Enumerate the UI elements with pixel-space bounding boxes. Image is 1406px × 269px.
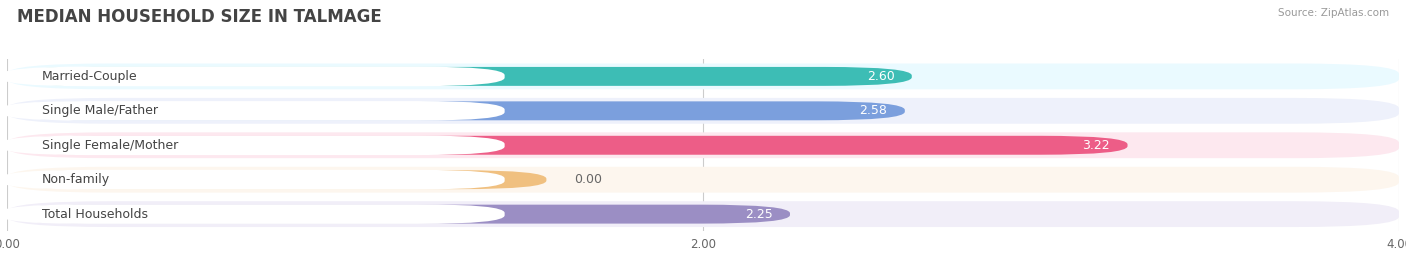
Text: 3.22: 3.22 <box>1083 139 1111 152</box>
Text: 2.60: 2.60 <box>866 70 894 83</box>
FancyBboxPatch shape <box>0 204 505 224</box>
FancyBboxPatch shape <box>7 63 1399 89</box>
FancyBboxPatch shape <box>7 170 547 189</box>
FancyBboxPatch shape <box>7 101 905 120</box>
FancyBboxPatch shape <box>7 167 1399 193</box>
Text: 2.58: 2.58 <box>859 104 887 117</box>
FancyBboxPatch shape <box>7 136 1128 155</box>
FancyBboxPatch shape <box>7 201 1399 227</box>
FancyBboxPatch shape <box>7 67 912 86</box>
FancyBboxPatch shape <box>0 136 505 155</box>
Text: Single Female/Mother: Single Female/Mother <box>42 139 179 152</box>
Text: 0.00: 0.00 <box>574 173 602 186</box>
FancyBboxPatch shape <box>7 98 1399 124</box>
FancyBboxPatch shape <box>7 205 790 224</box>
FancyBboxPatch shape <box>0 67 505 86</box>
Text: 2.25: 2.25 <box>745 208 773 221</box>
FancyBboxPatch shape <box>0 170 505 189</box>
Text: Single Male/Father: Single Male/Father <box>42 104 157 117</box>
Text: Non-family: Non-family <box>42 173 110 186</box>
Text: Source: ZipAtlas.com: Source: ZipAtlas.com <box>1278 8 1389 18</box>
FancyBboxPatch shape <box>7 132 1399 158</box>
Text: MEDIAN HOUSEHOLD SIZE IN TALMAGE: MEDIAN HOUSEHOLD SIZE IN TALMAGE <box>17 8 381 26</box>
Text: Total Households: Total Households <box>42 208 148 221</box>
FancyBboxPatch shape <box>0 101 505 121</box>
Text: Married-Couple: Married-Couple <box>42 70 138 83</box>
